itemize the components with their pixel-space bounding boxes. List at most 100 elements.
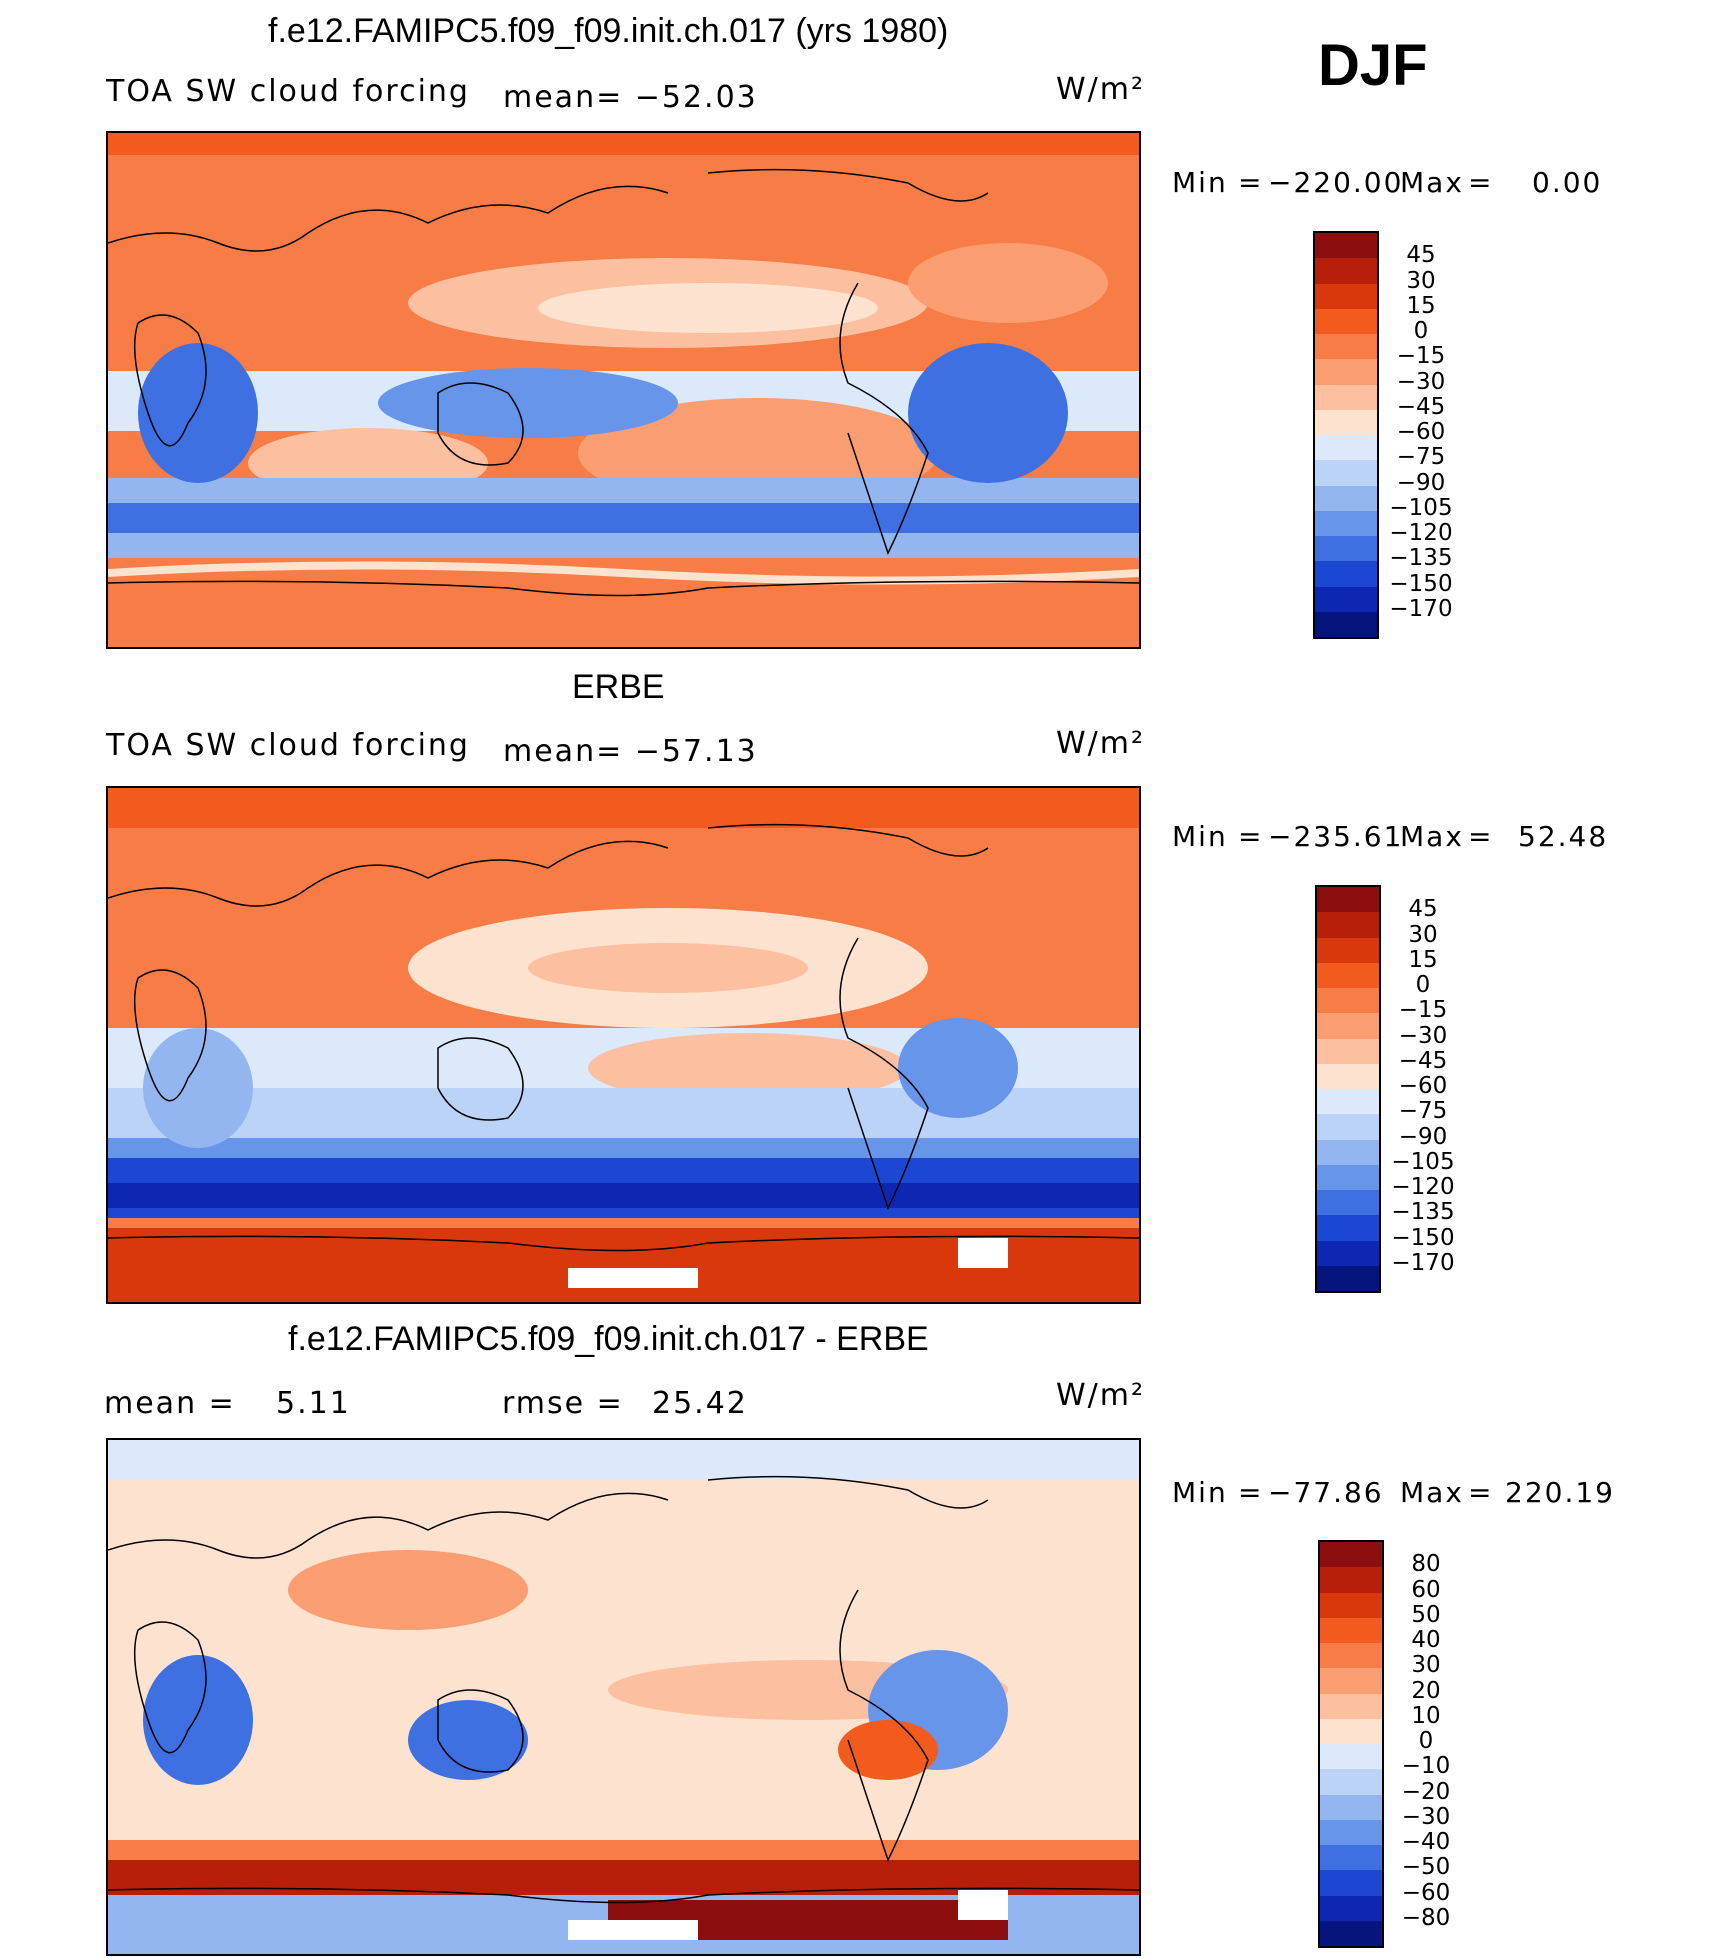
- panel-3-max-eq: =: [1468, 1476, 1494, 1509]
- panel-3-min-label: Min: [1172, 1476, 1228, 1509]
- colorbar-swatch: [1317, 1013, 1379, 1040]
- colorbar-swatch: [1320, 1718, 1382, 1745]
- panel-1-min-value: −220.00: [1268, 166, 1404, 199]
- panel-2-max-label: Max: [1400, 820, 1464, 853]
- colorbar-tick-label: −15: [1396, 343, 1446, 370]
- colorbar-swatch: [1320, 1643, 1382, 1670]
- colorbar-tick-label: −90: [1398, 1123, 1448, 1150]
- colorbar-swatch: [1320, 1895, 1382, 1922]
- colorbar-swatch: [1320, 1769, 1382, 1796]
- colorbar-tick-label: 0: [1418, 1728, 1434, 1754]
- colorbar-tick-label: 15: [1408, 946, 1438, 973]
- colorbar-tick-label: −30: [1398, 1022, 1448, 1049]
- panel-2-min-label: Min: [1172, 820, 1228, 853]
- panel-3-max-value: 220.19: [1505, 1476, 1615, 1509]
- colorbar-swatch: [1317, 1215, 1379, 1242]
- colorbar-tick-label: −60: [1401, 1879, 1451, 1906]
- colorbar-tick-label: −170: [1391, 1249, 1455, 1276]
- panel-1-max-label: Max: [1400, 166, 1464, 199]
- colorbar-swatch: [1317, 1139, 1379, 1166]
- colorbar-tick-label: 0: [1415, 972, 1431, 998]
- colorbar-tick-label: −150: [1391, 1224, 1455, 1251]
- colorbar-swatch: [1317, 1164, 1379, 1191]
- panel-1-units-label: W/m²: [1056, 72, 1146, 107]
- colorbar-swatch: [1317, 1240, 1379, 1267]
- colorbar-tick-label: −40: [1401, 1829, 1451, 1855]
- colorbar-tick-label: −170: [1389, 595, 1453, 622]
- colorbar-tick-label: −80: [1401, 1904, 1451, 1931]
- colorbar-swatch: [1315, 611, 1377, 637]
- colorbar-tick-label: −15: [1398, 997, 1448, 1024]
- colorbar-tick-label: 40: [1411, 1627, 1441, 1653]
- colorbar-swatch: [1317, 912, 1379, 939]
- panel-3-map-field: [108, 1440, 1139, 1954]
- colorbar-tick-label: −75: [1396, 444, 1446, 471]
- panel-3-title: f.e12.FAMIPC5.f09_f09.init.ch.017 - ERBE: [288, 1320, 929, 1358]
- colorbar-swatch: [1320, 1794, 1382, 1821]
- panel-1-mean-label: mean= −52.03: [503, 80, 758, 115]
- panel-2-coastlines: [108, 823, 1139, 1252]
- season-label: DJF: [1318, 33, 1428, 98]
- colorbar-tick-label: −45: [1396, 393, 1446, 420]
- colorbar-swatch: [1320, 1845, 1382, 1872]
- colorbar-tick-label: 15: [1406, 292, 1436, 319]
- panel-3-min-eq: =: [1238, 1476, 1264, 1509]
- colorbar-tick-label: −50: [1401, 1854, 1451, 1881]
- colorbar-swatch: [1320, 1617, 1382, 1644]
- colorbar-swatch: [1315, 308, 1377, 335]
- colorbar-tick-label: −60: [1398, 1073, 1448, 1099]
- colorbar-swatch: [1315, 536, 1377, 563]
- colorbar-swatch: [1317, 887, 1379, 914]
- colorbar-tick-label: −75: [1398, 1098, 1448, 1125]
- panel-1-coastlines: [108, 168, 1139, 597]
- panel-1-colorbar: [1313, 231, 1379, 639]
- panel-1-max-value: 0.00: [1532, 166, 1603, 199]
- colorbar-tick-label: −150: [1389, 570, 1453, 597]
- colorbar-swatch: [1320, 1542, 1382, 1569]
- colorbar-swatch: [1315, 283, 1377, 310]
- panel-1-min-eq: =: [1238, 166, 1264, 199]
- colorbar-tick-label: 45: [1406, 242, 1436, 269]
- colorbar-tick-label: 30: [1408, 921, 1438, 948]
- colorbar-swatch: [1315, 435, 1377, 462]
- panel-2-map: [106, 786, 1141, 1304]
- colorbar-swatch: [1315, 334, 1377, 361]
- colorbar-swatch: [1315, 485, 1377, 512]
- panel-1-max-eq: =: [1468, 166, 1494, 199]
- colorbar-swatch: [1317, 1114, 1379, 1141]
- colorbar-tick-label: −135: [1391, 1199, 1455, 1226]
- colorbar-swatch: [1317, 962, 1379, 989]
- colorbar-swatch: [1315, 586, 1377, 613]
- colorbar-swatch: [1317, 1190, 1379, 1217]
- colorbar-tick-label: 45: [1408, 896, 1438, 923]
- panel-1-variable-label: TOA SW cloud forcing: [106, 74, 470, 109]
- panel-2-title: ERBE: [572, 668, 665, 706]
- colorbar-tick-label: 0: [1413, 318, 1429, 344]
- colorbar-swatch: [1315, 561, 1377, 588]
- colorbar-tick-label: 30: [1411, 1652, 1441, 1679]
- colorbar-tick-label: −135: [1389, 545, 1453, 572]
- colorbar-tick-label: 10: [1411, 1702, 1441, 1729]
- colorbar-swatch: [1315, 409, 1377, 436]
- colorbar-swatch: [1320, 1744, 1382, 1771]
- panel-3-rmse-value: 25.42: [652, 1386, 748, 1421]
- colorbar-swatch: [1320, 1819, 1382, 1846]
- colorbar-swatch: [1315, 359, 1377, 386]
- colorbar-swatch: [1317, 988, 1379, 1015]
- colorbar-swatch: [1317, 1038, 1379, 1065]
- panel-2-variable-label: TOA SW cloud forcing: [106, 728, 470, 763]
- colorbar-tick-label: −10: [1401, 1753, 1451, 1780]
- panel-2-max-eq: =: [1468, 820, 1494, 853]
- colorbar-tick-label: 20: [1411, 1677, 1441, 1704]
- panel-2-map-field: [108, 788, 1139, 1302]
- colorbar-swatch: [1315, 233, 1377, 260]
- colorbar-tick-label: −60: [1396, 419, 1446, 445]
- colorbar-tick-label: −90: [1396, 469, 1446, 496]
- colorbar-tick-label: 30: [1406, 267, 1436, 294]
- colorbar-swatch: [1315, 510, 1377, 537]
- colorbar-tick-label: −30: [1396, 368, 1446, 395]
- panel-3-map: [106, 1438, 1141, 1956]
- panel-2-max-value: 52.48: [1518, 820, 1609, 853]
- panel-3-rmse-label: rmse =: [502, 1386, 624, 1421]
- colorbar-swatch: [1317, 937, 1379, 964]
